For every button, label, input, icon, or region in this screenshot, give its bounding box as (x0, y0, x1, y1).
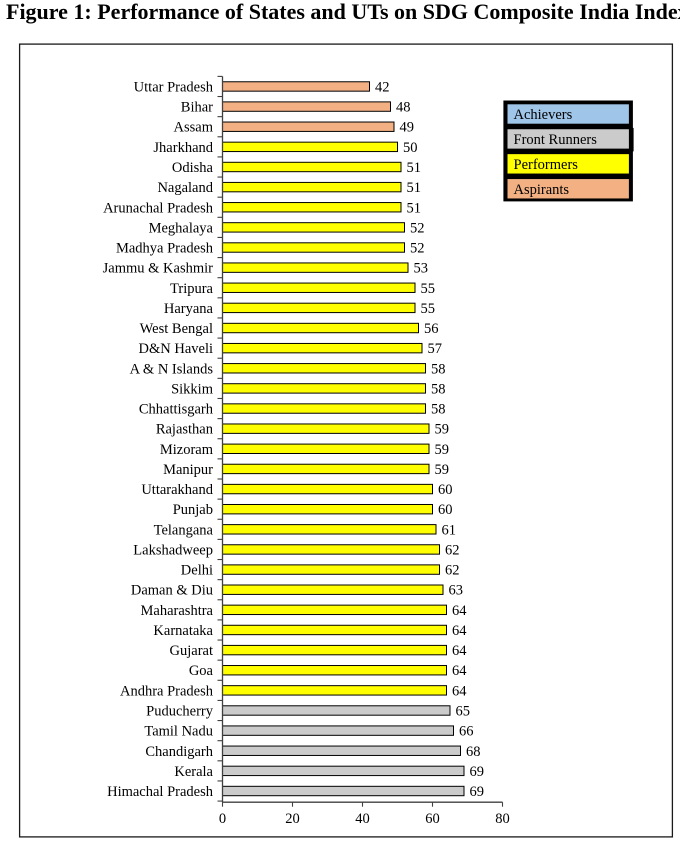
svg-text:59: 59 (435, 442, 450, 458)
svg-text:62: 62 (445, 542, 460, 558)
svg-text:Front Runners: Front Runners (514, 132, 598, 148)
svg-text:52: 52 (410, 220, 425, 236)
svg-text:40: 40 (355, 811, 370, 827)
svg-text:42: 42 (375, 79, 390, 95)
svg-text:Uttarakhand: Uttarakhand (141, 482, 213, 498)
svg-text:Rajasthan: Rajasthan (156, 422, 214, 438)
svg-text:Bihar: Bihar (181, 100, 213, 116)
svg-text:59: 59 (435, 422, 450, 438)
svg-text:A & N Islands: A & N Islands (130, 361, 214, 377)
svg-text:58: 58 (431, 381, 446, 397)
svg-text:Nagaland: Nagaland (157, 180, 213, 196)
svg-text:80: 80 (495, 811, 510, 827)
svg-text:Arunachal Pradesh: Arunachal Pradesh (103, 200, 214, 216)
svg-text:62: 62 (445, 563, 460, 579)
svg-text:Telangana: Telangana (154, 522, 214, 538)
svg-text:Jharkhand: Jharkhand (153, 140, 213, 156)
svg-text:D&N Haveli: D&N Haveli (139, 341, 214, 357)
svg-text:51: 51 (407, 180, 422, 196)
svg-text:Chandigarh: Chandigarh (145, 744, 213, 760)
svg-text:Maharashtra: Maharashtra (141, 603, 214, 619)
svg-text:64: 64 (452, 603, 467, 619)
svg-text:63: 63 (449, 583, 464, 599)
svg-text:49: 49 (400, 120, 415, 136)
svg-text:68: 68 (466, 744, 481, 760)
svg-text:Lakshadweep: Lakshadweep (133, 542, 213, 558)
svg-text:Haryana: Haryana (164, 301, 214, 317)
svg-text:69: 69 (470, 784, 485, 800)
svg-text:20: 20 (285, 811, 300, 827)
svg-text:64: 64 (452, 663, 467, 679)
svg-text:60: 60 (438, 502, 453, 518)
svg-text:Delhi: Delhi (181, 563, 213, 579)
svg-text:Puducherry: Puducherry (146, 703, 214, 719)
svg-text:Figure 1: Performance of State: Figure 1: Performance of States and UTs … (6, 0, 680, 24)
svg-text:Meghalaya: Meghalaya (149, 220, 214, 236)
svg-text:61: 61 (442, 522, 457, 538)
svg-text:56: 56 (424, 321, 439, 337)
svg-text:58: 58 (431, 402, 446, 418)
svg-text:64: 64 (452, 683, 467, 699)
svg-text:Punjab: Punjab (173, 502, 213, 518)
svg-text:Odisha: Odisha (172, 160, 214, 176)
svg-text:Chhattisgarh: Chhattisgarh (139, 402, 214, 418)
svg-text:69: 69 (470, 764, 485, 780)
svg-text:West Bengal: West Bengal (140, 321, 213, 337)
svg-text:59: 59 (435, 462, 450, 478)
svg-text:Tripura: Tripura (170, 281, 214, 297)
svg-text:Tamil Nadu: Tamil Nadu (144, 724, 213, 740)
svg-text:Himachal Pradesh: Himachal Pradesh (107, 784, 214, 800)
svg-text:Andhra Pradesh: Andhra Pradesh (120, 683, 214, 699)
svg-text:Assam: Assam (174, 120, 214, 136)
svg-text:64: 64 (452, 643, 467, 659)
svg-text:Karnataka: Karnataka (153, 623, 213, 639)
svg-text:64: 64 (452, 623, 467, 639)
svg-text:Uttar Pradesh: Uttar Pradesh (134, 79, 214, 95)
svg-text:Gujarat: Gujarat (170, 643, 213, 659)
svg-text:57: 57 (428, 341, 443, 357)
svg-text:55: 55 (421, 281, 436, 297)
svg-text:Madhya Pradesh: Madhya Pradesh (116, 241, 214, 257)
svg-text:55: 55 (421, 301, 436, 317)
svg-text:Sikkim: Sikkim (171, 381, 214, 397)
svg-text:Mizoram: Mizoram (160, 442, 214, 458)
svg-text:53: 53 (414, 261, 429, 277)
svg-text:Manipur: Manipur (163, 462, 213, 478)
svg-text:48: 48 (396, 100, 411, 116)
svg-text:Daman & Diu: Daman & Diu (131, 583, 213, 599)
svg-text:60: 60 (425, 811, 440, 827)
svg-text:60: 60 (438, 482, 453, 498)
svg-text:Performers: Performers (514, 157, 579, 173)
svg-text:51: 51 (407, 200, 422, 216)
svg-text:52: 52 (410, 241, 425, 257)
svg-text:Kerala: Kerala (174, 764, 213, 780)
svg-text:65: 65 (456, 703, 471, 719)
svg-text:66: 66 (459, 724, 474, 740)
svg-text:50: 50 (403, 140, 418, 156)
svg-text:51: 51 (407, 160, 422, 176)
svg-text:Goa: Goa (189, 663, 214, 679)
svg-text:Aspirants: Aspirants (514, 182, 570, 198)
svg-text:0: 0 (219, 811, 226, 827)
svg-text:Achievers: Achievers (514, 107, 573, 123)
svg-text:58: 58 (431, 361, 446, 377)
svg-text:Jammu & Kashmir: Jammu & Kashmir (103, 261, 214, 277)
